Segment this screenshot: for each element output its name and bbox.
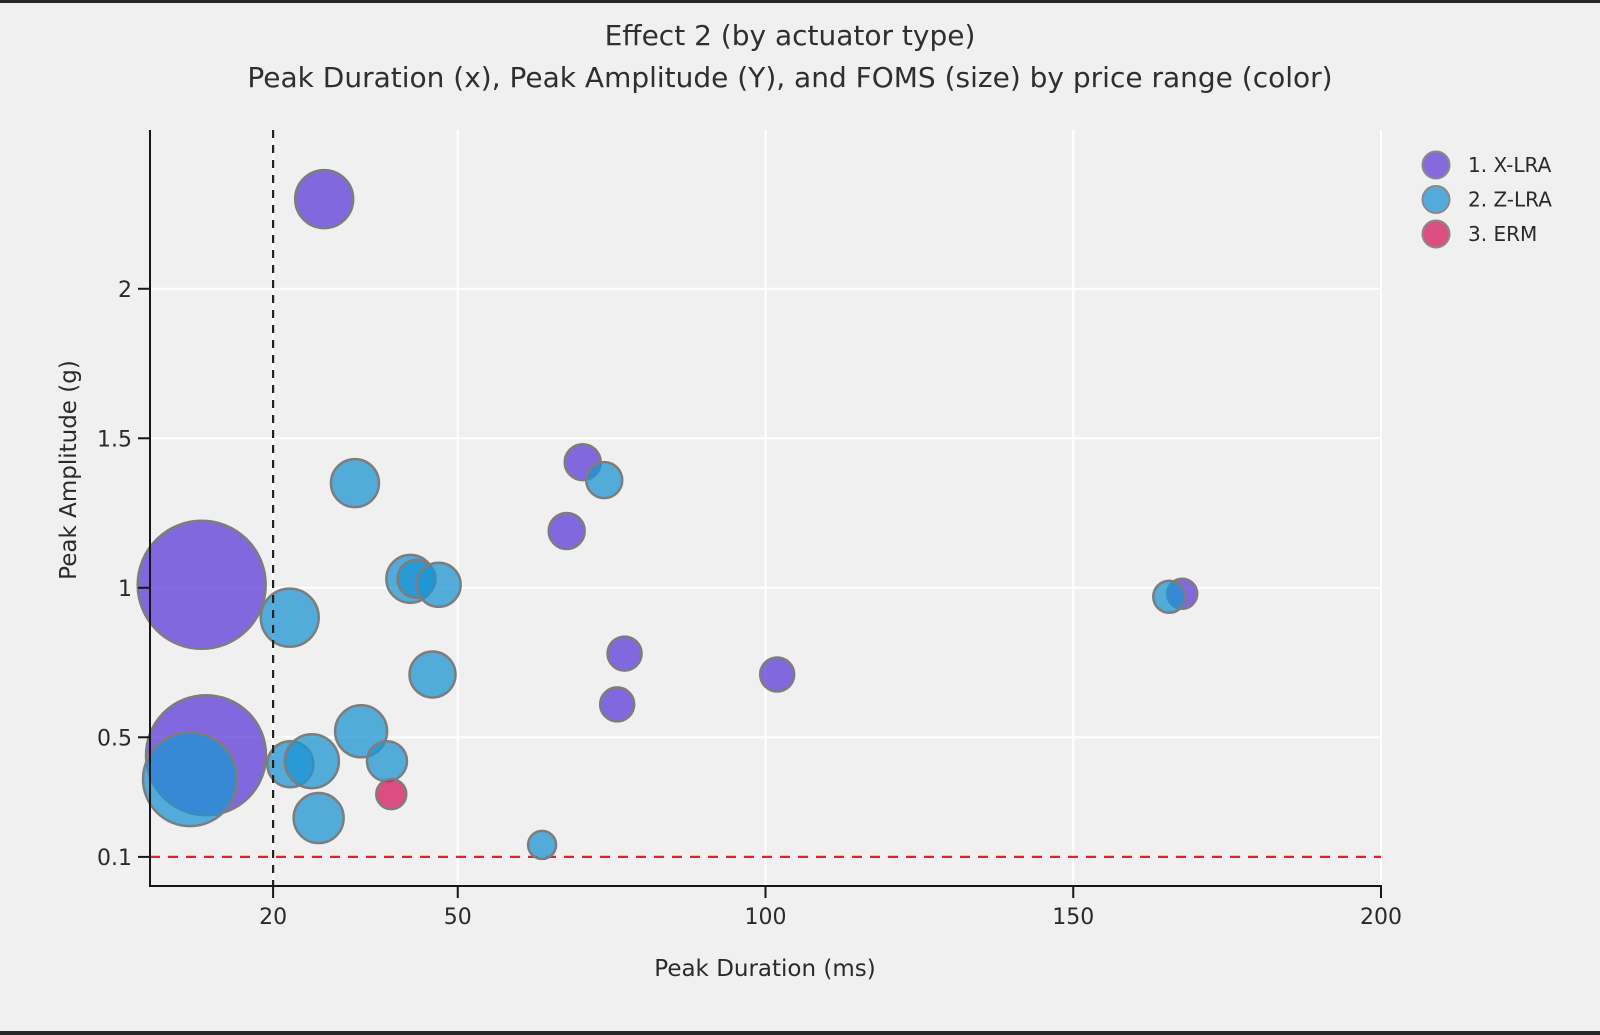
bubble-zlra[interactable]: [259, 587, 320, 648]
bubble-zlra[interactable]: [1152, 579, 1187, 615]
bubble-zlra[interactable]: [141, 730, 239, 828]
bubble-zlra[interactable]: [283, 732, 341, 790]
legend-swatch: [1421, 219, 1451, 249]
bubble-erm[interactable]: [375, 777, 408, 811]
bubble-zlra[interactable]: [415, 561, 462, 609]
legend-swatch: [1421, 185, 1451, 214]
tick-labels: 20 50 100 150 200 2 1.5 1 0.5 0.1: [97, 278, 1402, 930]
bubble-zlra[interactable]: [584, 460, 624, 500]
x-tick-label: 20: [259, 905, 287, 930]
chart-subtitle: Peak Duration (x), Peak Amplitude (Y), a…: [247, 61, 1332, 94]
bubble-xlra[interactable]: [598, 686, 636, 723]
window-top-border: [0, 0, 1600, 3]
legend: 1. X-LRA 2. Z-LRA 3. ERM: [1421, 150, 1553, 249]
y-tick-label: 1: [118, 577, 132, 602]
axes: [138, 130, 1382, 898]
bubble-zlra[interactable]: [408, 650, 457, 699]
bubble-zlra[interactable]: [526, 829, 558, 861]
legend-label: 1. X-LRA: [1468, 153, 1552, 177]
legend-item-erm[interactable]: 3. ERM: [1421, 219, 1538, 249]
y-tick-label: 0.5: [97, 726, 132, 751]
x-axis-title: Peak Duration (ms): [654, 956, 875, 982]
y-axis-title: Peak Amplitude (g): [56, 360, 82, 580]
legend-label: 2. Z-LRA: [1468, 188, 1552, 212]
bubble-zlra[interactable]: [329, 457, 381, 509]
legend-swatch: [1421, 150, 1451, 180]
x-tick-label: 150: [1052, 905, 1094, 930]
bubble-xlra[interactable]: [758, 656, 796, 693]
bubble-xlra[interactable]: [547, 511, 586, 551]
bubble-xlra[interactable]: [606, 635, 643, 672]
bubble-zlra[interactable]: [365, 739, 409, 783]
bubbles: [136, 168, 1199, 861]
legend-item-xlra[interactable]: 1. X-LRA: [1421, 150, 1552, 180]
y-tick-label: 2: [118, 278, 132, 303]
legend-item-zlra[interactable]: 2. Z-LRA: [1421, 185, 1553, 214]
x-tick-label: 100: [745, 905, 787, 930]
y-tick-label: 1.5: [97, 427, 132, 452]
x-tick-label: 200: [1360, 905, 1402, 930]
x-tick-label: 50: [444, 905, 472, 930]
gridlines: [150, 130, 1382, 885]
bubble-xlra[interactable]: [136, 519, 267, 651]
bubble-xlra[interactable]: [293, 168, 355, 230]
bubble-zlra[interactable]: [292, 791, 345, 845]
window-bottom-border: [0, 1031, 1600, 1035]
y-tick-label: 0.1: [97, 846, 132, 871]
legend-label: 3. ERM: [1468, 222, 1537, 246]
chart-title: Effect 2 (by actuator type): [605, 19, 976, 52]
